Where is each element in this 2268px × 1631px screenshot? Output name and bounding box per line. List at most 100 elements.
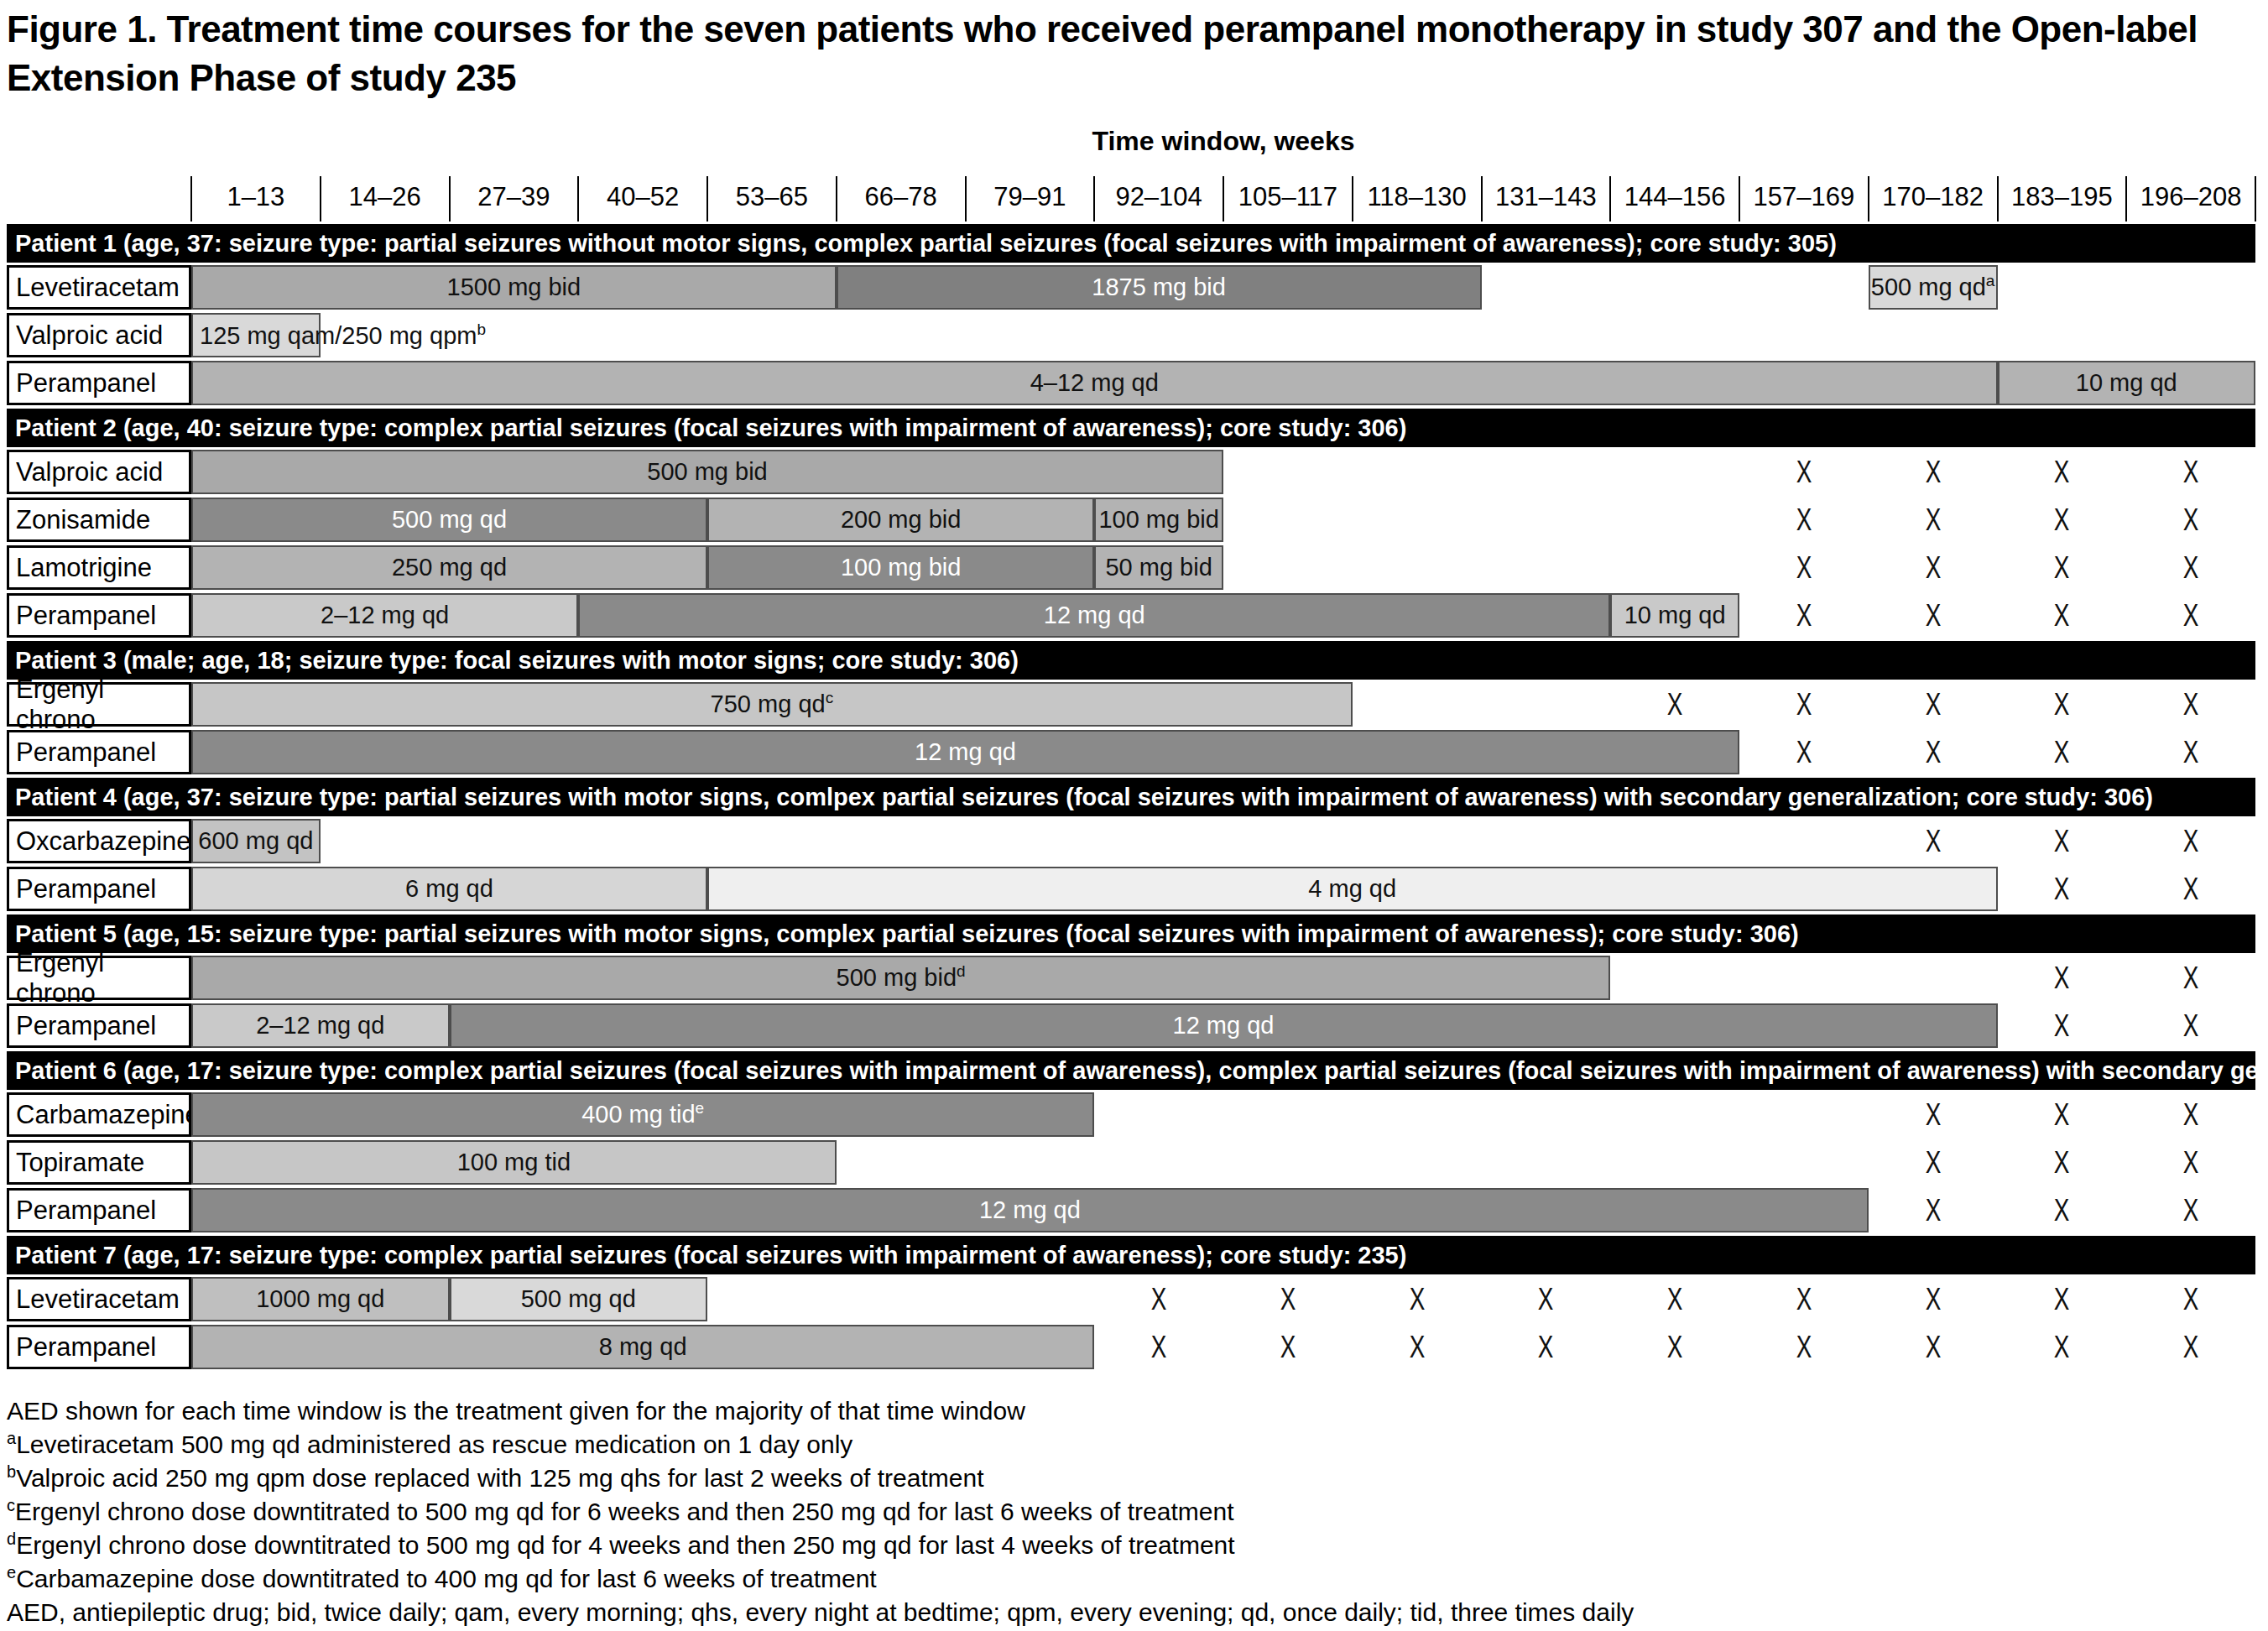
drug-name-label: Perampanel xyxy=(7,1325,191,1369)
col-separator-line xyxy=(1352,176,1353,221)
discontinued-x-mark: X xyxy=(1925,823,1941,858)
col-separator-line xyxy=(1093,176,1095,221)
dose-bar: 600 mg qd xyxy=(191,819,321,863)
row-grid: 2–12 mg qd12 mg qdXX xyxy=(191,1003,2255,1048)
discontinued-x-mark: X xyxy=(2183,1329,2199,1364)
dose-label: 10 mg qd xyxy=(1624,602,1726,629)
dose-bar: 1500 mg bid xyxy=(191,265,837,310)
dose-bar: 750 mg qdc xyxy=(191,682,1353,727)
discontinued-x-mark: X xyxy=(1796,502,1812,537)
patient-2-header: Patient 2 (age, 40: seizure type: comple… xyxy=(7,409,2255,447)
time-col-label: 183–195 xyxy=(1998,173,2127,221)
discontinued-x-mark: X xyxy=(2183,502,2199,537)
dose-label: 500 mg qd xyxy=(392,506,507,534)
time-col-label: 157–169 xyxy=(1739,173,1869,221)
dose-label: 500 mg bidd xyxy=(837,964,966,992)
drug-name-label: Lamotrigine xyxy=(7,545,191,590)
row-zonisamide: Zonisamide500 mg qd200 mg bid100 mg bidX… xyxy=(7,498,2255,542)
row-carbamazepine: Carbamazepine400 mg tideXXX xyxy=(7,1092,2255,1137)
row-grid: 12 mg qdXXX xyxy=(191,1188,2255,1232)
dose-label: 4 mg qd xyxy=(1308,875,1396,903)
dose-bar: 12 mg qd xyxy=(450,1003,1998,1048)
dose-bar: 8 mg qd xyxy=(191,1325,1094,1369)
discontinued-x-mark: X xyxy=(1925,734,1941,769)
discontinued-x-mark: X xyxy=(1796,686,1812,722)
row-ergenyl-chrono: Ergenyl chrono750 mg qdcXXXXX xyxy=(7,682,2255,727)
dose-label: 500 mg bid xyxy=(647,458,768,486)
dose-label: 2–12 mg qd xyxy=(321,602,449,629)
time-col-label: 118–130 xyxy=(1353,173,1482,221)
discontinued-x-mark: X xyxy=(2054,1192,2070,1227)
row-oxcarbazepine: Oxcarbazepine600 mg qdXXX xyxy=(7,819,2255,863)
time-col-label: 144–156 xyxy=(1610,173,1739,221)
time-col-label: 40–52 xyxy=(578,173,707,221)
footnote-line: AED shown for each time window is the tr… xyxy=(7,1394,2262,1428)
drug-name-label: Perampanel xyxy=(7,593,191,638)
dose-bar: 500 mg bidd xyxy=(191,956,1610,1000)
col-separator-line xyxy=(577,176,579,221)
col-separator-line xyxy=(320,176,321,221)
row-perampanel: Perampanel2–12 mg qd12 mg qd10 mg qdXXXX xyxy=(7,593,2255,638)
dose-label: 1500 mg bid xyxy=(447,274,581,301)
row-grid: 600 mg qd X X X xyxy=(191,819,2255,863)
row-grid: 100 mg tidXXX xyxy=(191,1140,2255,1185)
discontinued-x-mark: X xyxy=(2054,1144,2070,1180)
dose-label: 12 mg qd xyxy=(979,1196,1081,1224)
discontinued-x-mark: X xyxy=(2054,1097,2070,1132)
time-col-label: 1–13 xyxy=(191,173,321,221)
discontinued-x-mark: X xyxy=(1925,502,1941,537)
patient-4-header: Patient 4 (age, 37: seizure type: partia… xyxy=(7,778,2255,816)
discontinued-x-mark: X xyxy=(2054,734,2070,769)
discontinued-x-mark: X xyxy=(1796,734,1812,769)
discontinued-x-mark: X xyxy=(1796,1329,1812,1364)
discontinued-x-mark: X xyxy=(1925,597,1941,633)
discontinued-x-mark: X xyxy=(1151,1329,1167,1364)
time-col-label: 66–78 xyxy=(837,173,966,221)
footnote-line: aLevetiracetam 500 mg qd administered as… xyxy=(7,1428,2262,1462)
row-lamotrigine: Lamotrigine250 mg qd100 mg bid50 mg bidX… xyxy=(7,545,2255,590)
row-valproic-acid: Valproic acid125 mg qam/250 mg qpmb xyxy=(7,313,2255,357)
discontinued-x-mark: X xyxy=(2054,1008,2070,1043)
dose-label: 12 mg qd xyxy=(1173,1012,1275,1040)
discontinued-x-mark: X xyxy=(1280,1281,1296,1316)
col-separator-line xyxy=(1868,176,1869,221)
discontinued-x-mark: X xyxy=(1538,1281,1554,1316)
dose-bar: 2–12 mg qd xyxy=(191,1003,450,1048)
dose-label: 12 mg qd xyxy=(915,738,1016,766)
row-levetiracetam: Levetiracetam1000 mg qd500 mg qdXXXXXXXX… xyxy=(7,1277,2255,1321)
footnote-line: eCarbamazepine dose downtitrated to 400 … xyxy=(7,1562,2262,1596)
discontinued-x-mark: X xyxy=(1796,1281,1812,1316)
dose-label: 8 mg qd xyxy=(599,1333,687,1361)
dose-label: 50 mg bid xyxy=(1105,554,1212,581)
dose-bar: 2–12 mg qd xyxy=(191,593,578,638)
patient-6-header: Patient 6 (age, 17: seizure type: comple… xyxy=(7,1051,2255,1090)
discontinued-x-mark: X xyxy=(1796,454,1812,489)
discontinued-x-mark: X xyxy=(2183,550,2199,585)
drug-name-label: Levetiracetam xyxy=(7,265,191,310)
footnote-line: dErgenyl chrono dose downtitrated to 500… xyxy=(7,1529,2262,1562)
discontinued-x-mark: X xyxy=(2054,502,2070,537)
time-axis-columns: 1–1314–2627–3940–5253–6566–7879–9192–104… xyxy=(191,173,2255,221)
discontinued-x-mark: X xyxy=(2054,823,2070,858)
discontinued-x-mark: X xyxy=(1925,686,1941,722)
dose-bar: 10 mg qd xyxy=(1610,593,1739,638)
time-col-label: 131–143 xyxy=(1482,173,1611,221)
treatment-table: 1–1314–2627–3940–5253–6566–7879–9192–104… xyxy=(7,173,2255,1373)
dose-bar: 500 mg bid xyxy=(191,450,1223,494)
discontinued-x-mark: X xyxy=(2054,1329,2070,1364)
discontinued-x-mark: X xyxy=(1280,1329,1296,1364)
dose-bar: 500 mg qd xyxy=(450,1277,708,1321)
discontinued-x-mark: X xyxy=(2054,686,2070,722)
discontinued-x-mark: X xyxy=(2183,823,2199,858)
discontinued-x-mark: X xyxy=(1151,1281,1167,1316)
dose-bar: 12 mg qd xyxy=(578,593,1610,638)
drug-name-label: Levetiracetam xyxy=(7,1277,191,1321)
discontinued-x-mark: X xyxy=(2054,454,2070,489)
discontinued-x-mark: X xyxy=(2183,1281,2199,1316)
dose-bar: 100 mg bid xyxy=(707,545,1094,590)
row-perampanel: Perampanel12 mg qdXXX xyxy=(7,1188,2255,1232)
dose-bar: 10 mg qd xyxy=(1998,361,2256,405)
drug-name-label: Carbamazepine xyxy=(7,1092,191,1137)
row-ergenyl-chrono: Ergenyl chrono500 mg biddXX xyxy=(7,956,2255,1000)
row-perampanel: Perampanel8 mg qdXXXXXXXXX xyxy=(7,1325,2255,1369)
